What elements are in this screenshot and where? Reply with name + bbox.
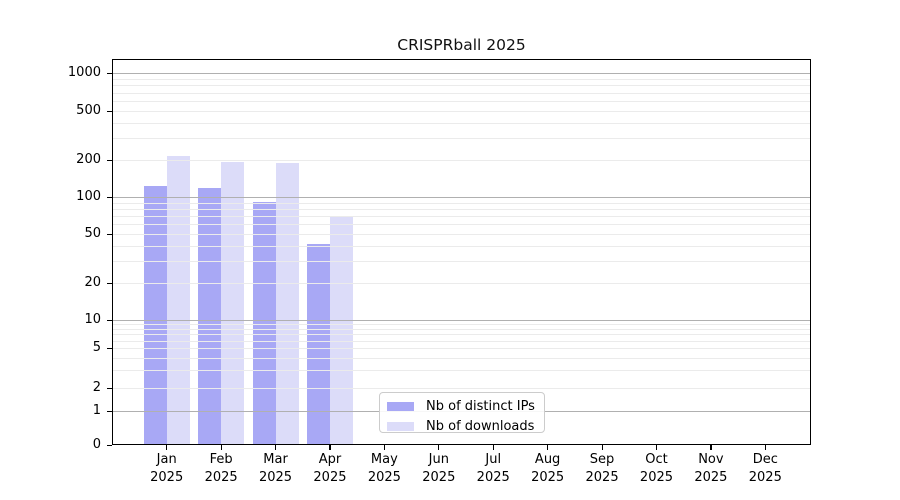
bar-downloads	[166, 156, 190, 444]
y-tick-label-5: 5	[92, 340, 101, 355]
minor-gridline-2	[113, 388, 810, 389]
minor-gridline-8	[113, 329, 810, 330]
major-gridline-1000	[113, 73, 810, 74]
minor-gridline-700	[113, 92, 810, 94]
x-tick-mark	[166, 445, 168, 450]
chart-title: CRISPRball 2025	[397, 36, 526, 54]
minor-gridline-300	[113, 138, 810, 140]
x-tick-label-nov: Nov 2025	[694, 452, 728, 485]
x-tick-label-aug: Aug 2025	[531, 452, 565, 485]
x-tick-label-mar: Mar 2025	[258, 452, 293, 485]
x-tick-mark	[764, 445, 766, 450]
major-gridline-100	[113, 197, 810, 198]
x-tick-mark	[329, 445, 331, 450]
y-tick-mark	[107, 159, 112, 161]
legend-swatch-distinct-ips	[387, 402, 414, 412]
minor-gridline-4	[113, 357, 810, 359]
legend-entry-distinct-ips: Nb of distinct IPs	[380, 397, 544, 417]
y-tick-mark	[107, 282, 112, 284]
minor-gridline-500	[113, 111, 810, 112]
x-tick-label-jun: Jun 2025	[422, 452, 456, 485]
x-tick-mark	[547, 445, 549, 450]
bar-distinct-ips	[252, 201, 276, 444]
y-tick-label-100: 100	[76, 189, 101, 204]
y-tick-label-10: 10	[84, 312, 101, 327]
minor-gridline-800	[113, 85, 810, 87]
y-tick-label-1000: 1000	[67, 65, 101, 80]
y-tick-label-1: 1	[92, 403, 101, 418]
minor-gridline-90	[113, 202, 810, 204]
minor-gridline-600	[113, 101, 810, 102]
minor-gridline-7	[113, 334, 810, 336]
legend-swatch-downloads	[387, 421, 414, 431]
minor-gridline-9	[113, 324, 810, 326]
y-tick-label-500: 500	[76, 103, 101, 118]
plot-area	[112, 59, 811, 445]
x-tick-label-dec: Dec 2025	[748, 452, 782, 485]
bar-downloads	[221, 161, 245, 444]
x-tick-label-sep: Sep 2025	[585, 452, 619, 485]
minor-gridline-200	[113, 160, 810, 161]
x-tick-label-oct: Oct 2025	[639, 452, 674, 485]
y-tick-mark	[107, 110, 112, 112]
legend-label-distinct-ips: Nb of distinct IPs	[426, 399, 535, 415]
legend: Nb of distinct IPs Nb of downloads	[379, 392, 545, 434]
x-tick-mark	[275, 445, 277, 450]
minor-gridline-900	[113, 78, 810, 80]
bar-distinct-ips	[198, 187, 222, 444]
x-tick-label-apr: Apr 2025	[313, 452, 347, 485]
x-tick-mark	[710, 445, 712, 450]
y-tick-mark	[107, 444, 112, 446]
minor-gridline-60	[113, 224, 810, 226]
bar-downloads	[275, 163, 299, 444]
minor-gridline-5	[113, 348, 810, 349]
x-tick-label-jul: Jul 2025	[476, 452, 510, 485]
y-tick-label-2: 2	[92, 380, 101, 395]
x-tick-label-jan: Jan 2025	[150, 452, 184, 485]
y-tick-mark	[107, 347, 112, 349]
y-tick-mark	[107, 410, 112, 412]
minor-gridline-3	[113, 370, 810, 372]
minor-gridline-6	[113, 340, 810, 342]
y-tick-label-20: 20	[84, 275, 101, 290]
bar-distinct-ips	[143, 186, 167, 444]
x-tick-mark	[383, 445, 386, 450]
y-tick-label-0: 0	[92, 437, 101, 452]
y-tick-mark	[107, 72, 112, 74]
x-tick-label-may: May 2025	[367, 452, 401, 485]
x-tick-mark	[655, 445, 658, 450]
minor-gridline-50	[113, 234, 810, 235]
legend-entry-downloads: Nb of downloads	[380, 417, 544, 437]
minor-gridline-20	[113, 283, 810, 284]
x-tick-mark	[492, 445, 494, 450]
minor-gridline-40	[113, 245, 810, 247]
x-tick-mark	[601, 445, 603, 450]
x-tick-label-feb: Feb 2025	[204, 452, 238, 485]
y-tick-mark	[107, 233, 112, 235]
y-tick-mark	[107, 196, 112, 198]
y-tick-mark	[107, 387, 112, 389]
major-gridline-10	[113, 320, 810, 321]
x-tick-mark	[220, 445, 222, 450]
y-tick-label-200: 200	[76, 152, 101, 167]
minor-gridline-30	[113, 261, 810, 263]
legend-label-downloads: Nb of downloads	[426, 418, 535, 434]
y-tick-mark	[107, 319, 112, 321]
bar-distinct-ips	[306, 243, 330, 444]
y-tick-label-50: 50	[84, 226, 101, 241]
minor-gridline-80	[113, 208, 810, 210]
minor-gridline-400	[113, 122, 810, 124]
x-tick-mark	[438, 445, 440, 450]
minor-gridline-70	[113, 216, 810, 218]
